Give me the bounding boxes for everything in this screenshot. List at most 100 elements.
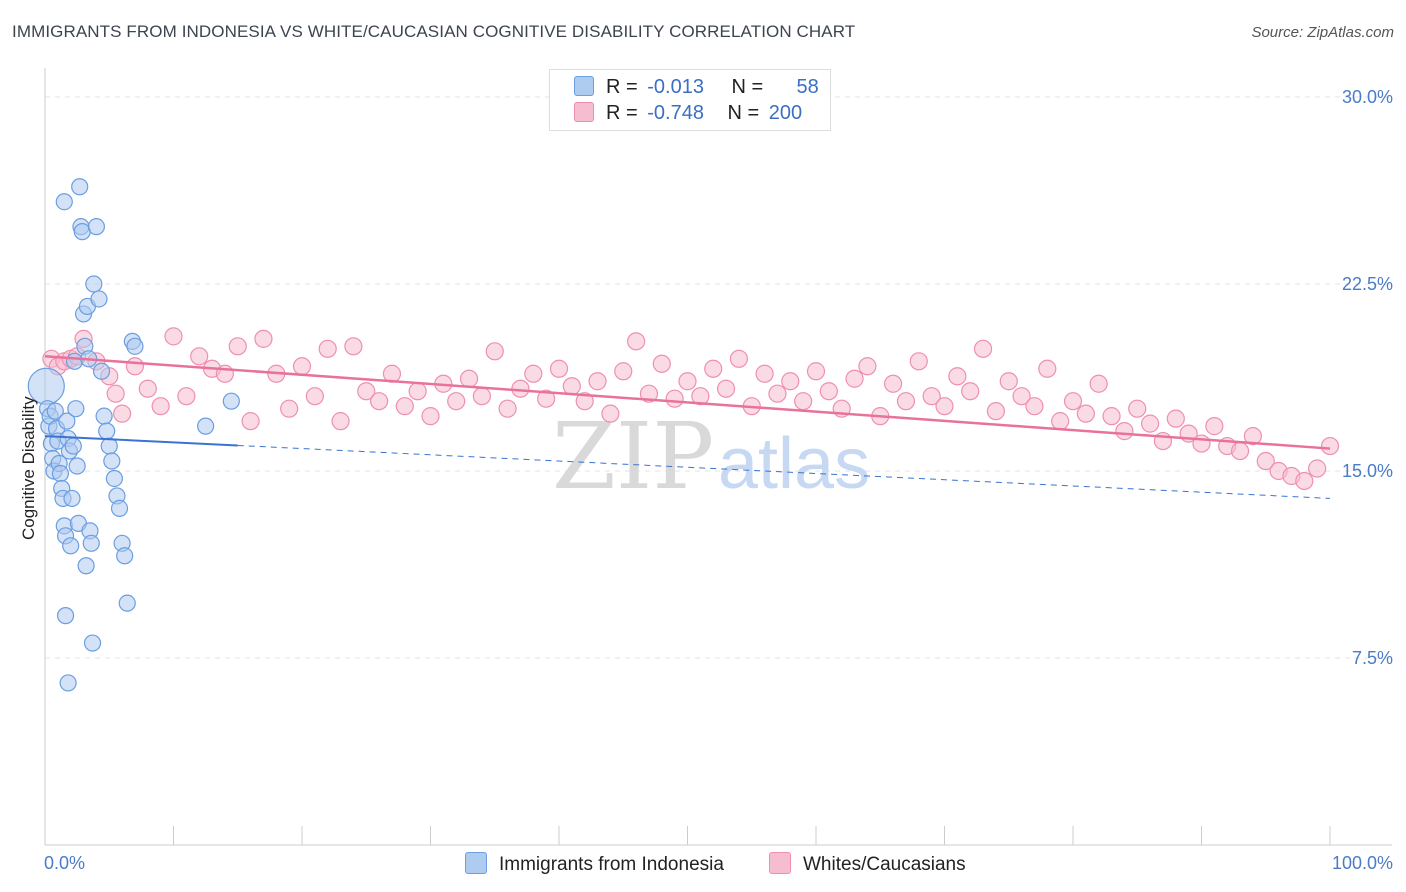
chart-title: IMMIGRANTS FROM INDONESIA VS WHITE/CAUCA…	[12, 22, 856, 41]
indonesia-point	[222, 392, 240, 410]
whites-trend-line	[44, 355, 1331, 450]
indonesia-point	[118, 594, 136, 612]
indonesia-point	[55, 193, 73, 211]
whites-point	[858, 357, 877, 376]
whites-point	[408, 382, 427, 401]
y-tick-labels: 7.5% 15.0% 22.5% 30.0%	[1342, 87, 1393, 668]
whites-point	[1205, 417, 1224, 436]
indonesia-point	[63, 489, 81, 508]
whites-point	[1038, 359, 1057, 378]
legend-n-label: N =	[731, 76, 764, 98]
whites-point	[280, 399, 299, 418]
whites-point	[652, 354, 671, 373]
indonesia-point	[87, 218, 106, 236]
whites-point	[305, 387, 324, 406]
whites-point	[909, 352, 928, 371]
whites-point	[729, 349, 749, 368]
whites-point	[1063, 392, 1083, 411]
whites-point	[755, 364, 774, 383]
gridlines	[45, 96, 1392, 659]
whites-point	[1128, 399, 1147, 418]
indonesia-point	[83, 634, 102, 652]
whites-point	[292, 357, 312, 376]
whites-point	[768, 384, 787, 403]
source-label: Source: ZipAtlas.com	[1251, 24, 1394, 41]
whites-point	[228, 337, 247, 356]
indonesia-point	[82, 534, 100, 552]
whites-point	[1308, 459, 1327, 478]
indonesia-point	[90, 290, 108, 308]
watermark-zip: ZIP	[552, 403, 714, 510]
whites-point	[781, 372, 800, 391]
legend-r-label: R =	[606, 102, 638, 124]
whites-point	[241, 412, 260, 431]
whites-point	[549, 359, 569, 378]
whites-point	[395, 397, 414, 416]
whites-point	[961, 382, 980, 401]
whites-point	[1102, 407, 1121, 426]
pink-swatch	[574, 102, 594, 122]
pink-swatch	[769, 852, 791, 874]
y-tick-label: 7.5%	[1352, 648, 1393, 668]
whites-point	[691, 387, 710, 406]
legend-r-value: -0.748	[647, 102, 704, 124]
bottom-legend-indonesia: Immigrants from Indonesia	[465, 852, 724, 876]
legend-r-value: -0.013	[647, 76, 704, 98]
whites-point	[614, 362, 633, 381]
whites-point	[1089, 374, 1108, 393]
indonesia-point	[85, 275, 103, 293]
indonesia-point	[65, 352, 84, 370]
x-tick-label: 0.0%	[44, 853, 85, 873]
series-name: Whites/Caucasians	[803, 854, 966, 875]
indonesia-point	[56, 607, 75, 625]
indonesia-point	[46, 402, 64, 420]
whites-point	[639, 384, 659, 403]
whites-point	[421, 407, 440, 426]
whites-point	[331, 412, 350, 431]
indonesia-point	[59, 674, 77, 692]
blue-swatch	[465, 852, 487, 874]
whites-point	[575, 392, 594, 411]
whites-point	[344, 337, 363, 356]
indonesia-point	[98, 422, 116, 440]
indonesia-point	[58, 412, 76, 430]
whites-point	[1166, 409, 1185, 428]
legend-r-label: R =	[606, 76, 638, 98]
whites-point	[190, 347, 209, 366]
x-tick-labels: 0.0% 100.0%	[44, 853, 1393, 873]
y-tick-label: 30.0%	[1342, 87, 1393, 107]
legend-row-whites: R = -0.748 N = 200	[574, 102, 802, 126]
whites-point	[524, 364, 543, 383]
whites-point	[472, 387, 491, 406]
whites-point	[1256, 451, 1275, 471]
whites-point	[1192, 434, 1211, 453]
whites-point	[665, 389, 684, 408]
whites-point	[1230, 441, 1250, 461]
y-axis-label: Cognitive Disability	[19, 396, 38, 540]
whites-point	[935, 397, 954, 416]
indonesia-point	[51, 464, 70, 483]
whites-point	[716, 379, 736, 398]
whites-point	[1025, 397, 1044, 416]
indonesia-point	[116, 547, 134, 565]
whites-point	[819, 382, 838, 401]
whites-point	[112, 404, 132, 423]
whites-point	[1076, 404, 1095, 423]
indonesia-point	[110, 499, 129, 517]
whites-point	[1115, 422, 1134, 441]
whites-point	[511, 379, 530, 398]
whites-point	[845, 369, 864, 388]
whites-point	[125, 357, 145, 376]
whites-point	[106, 384, 125, 403]
whites-point	[973, 339, 993, 358]
indonesia-point	[62, 537, 80, 555]
whites-point	[601, 404, 620, 423]
indonesia-point	[126, 337, 144, 355]
indonesia-point	[68, 457, 86, 475]
legend-n-label: N =	[727, 102, 760, 124]
whites-point	[1051, 412, 1070, 431]
legend-n-value: 58	[796, 76, 819, 98]
whites-point	[537, 389, 556, 408]
whites-point	[806, 362, 826, 381]
blue-swatch	[574, 76, 594, 96]
